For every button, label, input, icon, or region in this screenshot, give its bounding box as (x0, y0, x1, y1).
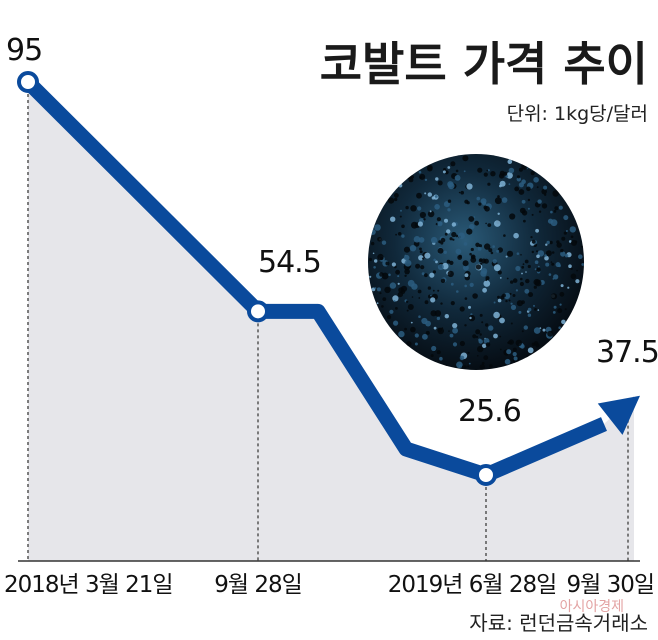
point-marker-0 (17, 71, 39, 93)
data-labels-layer: 95 54.5 25.6 37.5 (6, 33, 658, 429)
area-fill-layer (28, 82, 634, 561)
source-label: 자료: 런던금속거래소 (469, 611, 648, 635)
data-label-3: 37.5 (596, 335, 658, 370)
data-label-2: 25.6 (458, 394, 521, 429)
data-label-1: 54.5 (258, 245, 321, 280)
data-label-0: 95 (6, 33, 42, 68)
unit-label: 단위: 1kg당/달러 (507, 103, 648, 125)
point-marker-1 (247, 300, 269, 323)
point-marker-2 (475, 464, 497, 486)
x-tick-label-0: 2018년 3월 21일 (4, 572, 173, 598)
cobalt-photo (368, 154, 584, 370)
x-tick-label-3: 9월 30일 (566, 572, 654, 598)
chart-title: 코발트 가격 추이 (320, 37, 648, 91)
x-tick-label-1: 9월 28일 (214, 572, 302, 598)
watermark: 아시아경제 (560, 599, 624, 615)
arrow-head-icon (597, 395, 640, 435)
area-fill (28, 82, 634, 561)
guide-lines-layer (27, 82, 629, 561)
series-line-layer (22, 76, 640, 483)
x-tick-labels-layer: 2018년 3월 21일 9월 28일 2019년 6월 28일 9월 30일 (4, 572, 655, 598)
x-tick-label-2: 2019년 6월 28일 (388, 572, 557, 598)
point-markers-layer (17, 71, 497, 486)
series-line (22, 76, 607, 483)
